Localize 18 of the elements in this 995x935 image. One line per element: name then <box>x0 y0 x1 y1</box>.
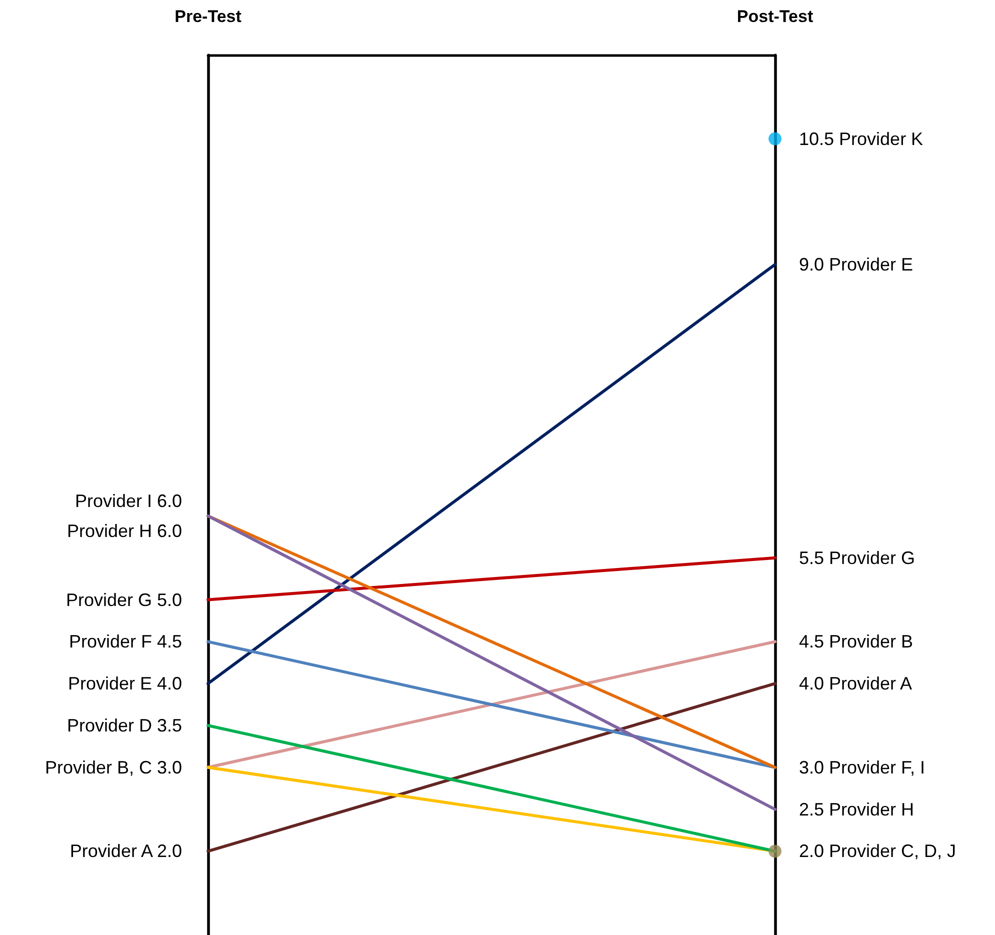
x-tick-label: Pre-Test <box>174 7 242 26</box>
data-label: Provider B, C 3.0 <box>44 757 182 778</box>
data-label: Provider F 4.5 <box>68 632 182 652</box>
data-label: 2.0 Provider C, D, J <box>799 841 956 862</box>
x-tick-label: Post-Test <box>736 7 814 26</box>
data-label: Provider G 5.0 <box>66 590 182 610</box>
data-label: Provider D 3.5 <box>66 715 182 736</box>
data-label: 2.5 Provider H <box>799 799 914 820</box>
data-label: Provider H 6.0 <box>66 520 182 541</box>
data-label: Provider E 4.0 <box>68 674 182 694</box>
data-label: 4.5 Provider B <box>799 632 914 652</box>
data-label: 10.5 Provider K <box>799 128 924 149</box>
data-label: 9.0 Provider E <box>799 254 914 275</box>
data-label: 5.5 Provider G <box>799 548 916 568</box>
data-label: Provider A 2.0 <box>70 841 182 862</box>
data-label: Provider I 6.0 <box>74 490 182 511</box>
data-label: 3.0 Provider F, I <box>799 757 926 778</box>
data-label: 4.0 Provider A <box>799 674 912 694</box>
